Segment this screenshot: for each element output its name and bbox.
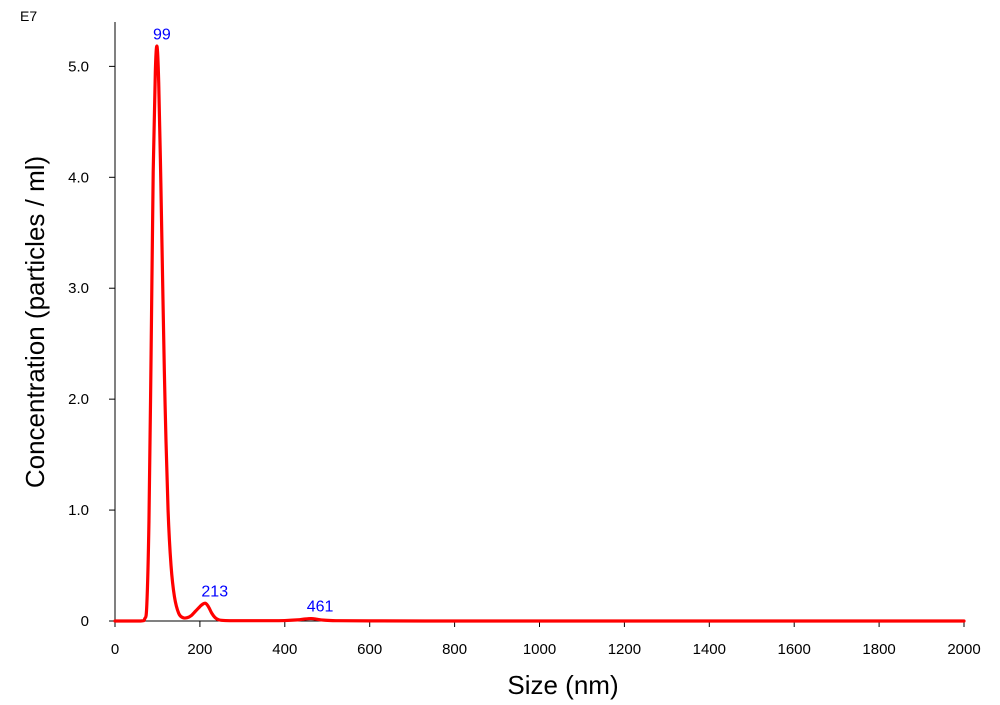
- y-tick-label: 0: [81, 613, 89, 630]
- concentration-line: [113, 44, 966, 623]
- y-tick-label: 2.0: [68, 391, 89, 408]
- y-tick-label: 5.0: [68, 58, 89, 75]
- peak-label: 461: [307, 599, 334, 616]
- peak-label: 99: [153, 26, 171, 43]
- peak-label: 213: [201, 583, 228, 600]
- x-tick-label: 1600: [778, 641, 811, 658]
- x-tick-label: 0: [111, 641, 119, 658]
- x-tick-label: 600: [357, 641, 382, 658]
- x-tick-label: 400: [272, 641, 297, 658]
- x-axis-ticks: 0 200 400 600 800 1000 1200 1400 1600 1800 2000: [111, 621, 981, 658]
- y-exponent-label: E7: [20, 8, 37, 24]
- x-axis-title: Size (nm): [507, 670, 618, 700]
- x-tick-label: 2000: [947, 641, 980, 658]
- x-tick-label: 1400: [693, 641, 726, 658]
- x-tick-label: 200: [187, 641, 212, 658]
- x-tick-label: 800: [442, 641, 467, 658]
- y-axis-ticks: 0 1.0 2.0 3.0 4.0 5.0: [68, 58, 115, 630]
- y-axis-title: Concentration (particles / ml): [20, 156, 50, 488]
- x-tick-label: 1800: [862, 641, 895, 658]
- y-tick-label: 3.0: [68, 280, 89, 297]
- y-tick-label: 1.0: [68, 502, 89, 519]
- y-tick-label: 4.0: [68, 169, 89, 186]
- x-tick-label: 1200: [608, 641, 641, 658]
- x-tick-label: 1000: [523, 641, 556, 658]
- peak-labels: 99 213 461: [153, 26, 333, 615]
